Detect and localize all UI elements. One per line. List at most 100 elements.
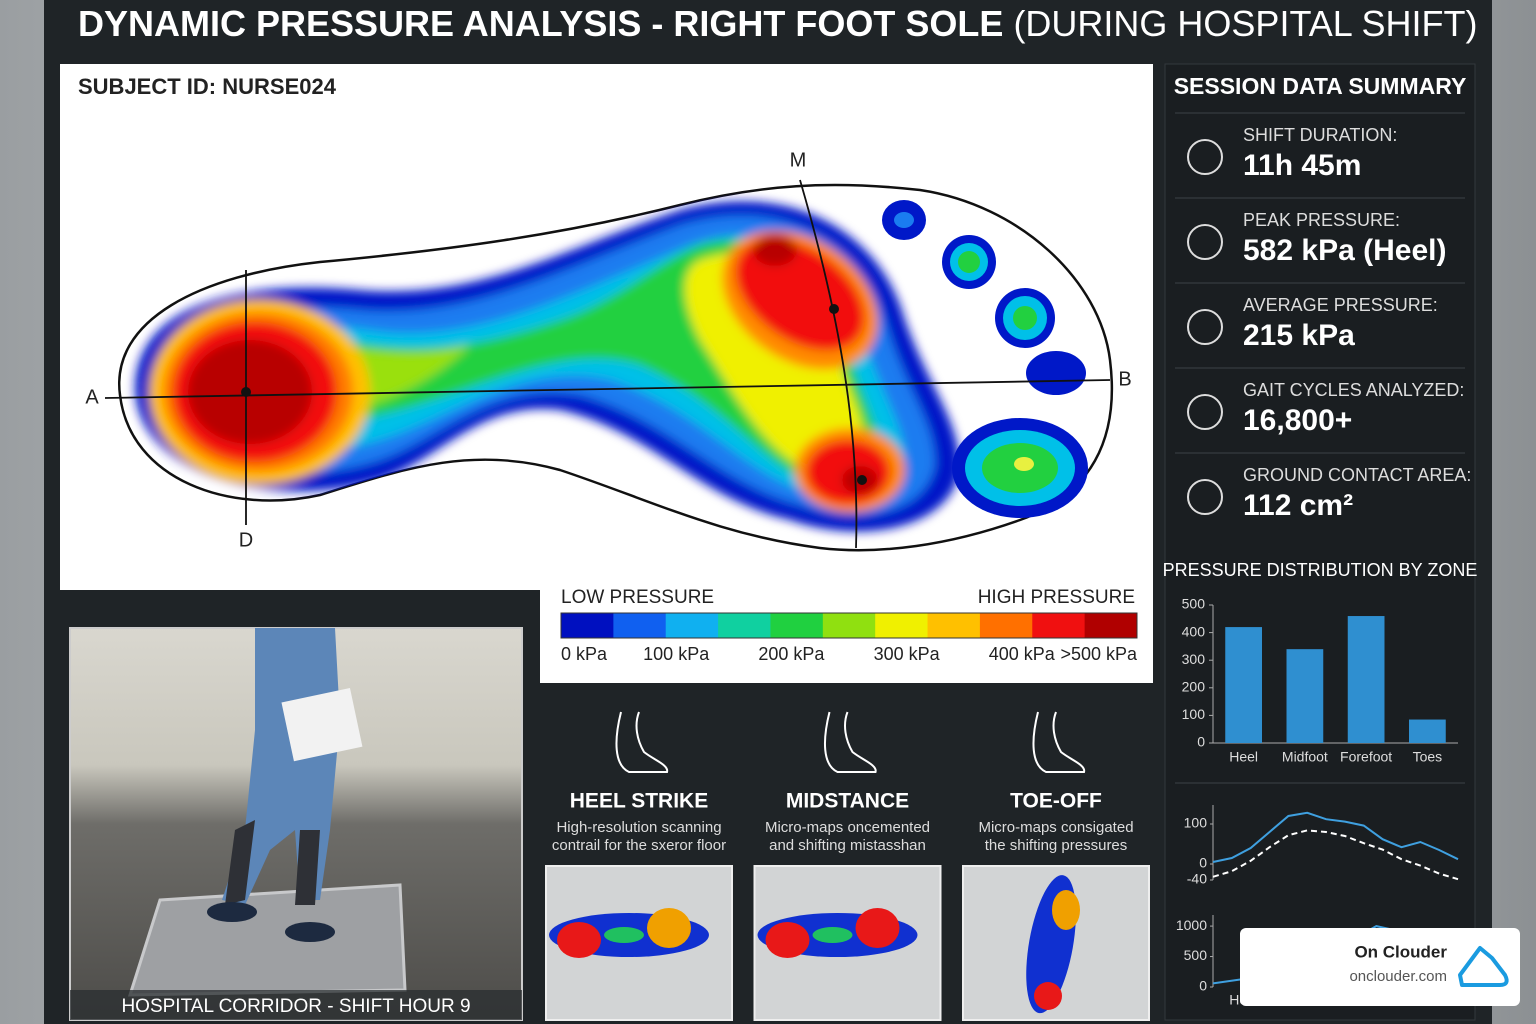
x-tick-label: Forefoot <box>1340 749 1392 765</box>
legend-tick: >500 kPa <box>1060 644 1138 664</box>
axis-label: B <box>1118 368 1131 390</box>
decor-ellipse <box>894 212 914 228</box>
bar <box>1409 719 1446 743</box>
x-tick-label: Toes <box>1413 749 1443 765</box>
phases: HEEL STRIKE High-resolution scanningcontr… <box>545 711 1150 1021</box>
decor-ellipse <box>753 234 797 266</box>
summary-item: GROUND CONTACT AREA: 112 cm² <box>1175 452 1471 522</box>
photo-caption: HOSPITAL CORRIDOR - SHIFT HOUR 9 <box>121 996 470 1017</box>
thumb-blob <box>557 922 601 958</box>
colorbar-step <box>770 613 824 638</box>
item-value: 215 kPa <box>1243 319 1355 352</box>
phase-text: the shifting pressures <box>985 837 1128 854</box>
legend-tick: 100 kPa <box>643 644 710 664</box>
title-sub: (DURING HOSPITAL SHIFT) <box>1013 3 1477 44</box>
decor-rect <box>1240 928 1520 1006</box>
colorbar-frame <box>560 612 1138 639</box>
legend-tick: 0 kPa <box>561 644 608 664</box>
bar <box>1347 616 1385 743</box>
item-value: 112 cm² <box>1243 489 1353 522</box>
y-tick-label: 500 <box>1184 947 1208 963</box>
item-icon <box>1187 224 1223 260</box>
phase-title: HEEL STRIKE <box>570 790 708 813</box>
item-label: SHIFT DURATION: <box>1243 125 1397 145</box>
legend-tick: 300 kPa <box>874 644 941 664</box>
y-tick-label: 100 <box>1184 815 1208 831</box>
legend-high: HIGH PRESSURE <box>978 587 1135 608</box>
phase-icon <box>824 711 877 773</box>
thumb-blob <box>604 927 644 943</box>
bar <box>1225 627 1262 743</box>
colorbar-step <box>718 613 771 638</box>
y-tick-label: 500 <box>1182 596 1206 612</box>
colorbar-step <box>561 613 614 638</box>
item-value: 11h 45m <box>1243 149 1361 182</box>
decor-circle <box>241 387 251 397</box>
chart-title: PRESSURE DISTRIBUTION BY ZONE <box>1163 560 1478 580</box>
thumb-blob <box>1034 982 1062 1010</box>
decor-ellipse <box>735 239 865 351</box>
legend-tick: 400 kPa <box>989 644 1056 664</box>
decor-ellipse <box>1014 457 1034 471</box>
decor-circle <box>857 475 867 485</box>
watermark: On Clouder onclouder.com <box>1240 928 1520 1006</box>
decor-ellipse <box>207 902 257 922</box>
colorbar-step <box>927 613 981 638</box>
thumb-blob <box>647 908 691 948</box>
colorbar-step <box>979 613 1033 638</box>
legend: LOW PRESSURE HIGH PRESSURE 0 kPa 100 kPa 2… <box>540 580 1153 683</box>
thumb-blob <box>855 908 900 948</box>
legend-ticks: 0 kPa 100 kPa 200 kPa 300 kPa 400 kPa >500 kP… <box>561 644 1138 664</box>
decor-circle <box>829 304 839 314</box>
phase-text: Micro-maps consigated <box>978 819 1133 836</box>
summary-item: GAIT CYCLES ANALYZED: 16,800+ <box>1175 367 1465 437</box>
axis-label: M <box>790 149 807 171</box>
item-icon <box>1187 309 1223 345</box>
phase: HEEL STRIKE High-resolution scanningcontr… <box>545 711 733 1021</box>
phase-text: Micro-maps oncemented <box>765 819 930 836</box>
summary-item: AVERAGE PRESSURE: 215 kPa <box>1175 282 1465 352</box>
colorbar-step <box>822 613 876 638</box>
summary-title: SESSION DATA SUMMARY <box>1174 73 1467 99</box>
item-icon <box>1187 479 1223 515</box>
colorbar <box>560 612 1138 639</box>
phase-text: and shifting mistasshan <box>769 837 926 854</box>
item-value: 16,800+ <box>1243 404 1352 437</box>
title: DYNAMIC PRESSURE ANALYSIS - RIGHT FOOT S… <box>78 3 1477 44</box>
decor-g <box>135 201 960 532</box>
summary-item: PEAK PRESSURE: 582 kPa (Heel) <box>1175 197 1465 267</box>
decor-path <box>1458 946 1509 987</box>
item-label: PEAK PRESSURE: <box>1243 210 1400 230</box>
summary-panel: SESSION DATA SUMMARY SHIFT DURATION: 11h … <box>1163 63 1478 1021</box>
y-tick-label: 0 <box>1197 734 1205 750</box>
y-tick-label: 200 <box>1182 679 1206 695</box>
decor-path <box>799 179 858 549</box>
colorbar-step <box>665 613 719 638</box>
phase-text: High-resolution scanning <box>556 819 721 836</box>
decor-g: SHIFT DURATION: 11h 45m PEAK PRESSURE: 582 … <box>1175 112 1471 522</box>
y-tick-label: 300 <box>1182 651 1206 667</box>
colorbar-step <box>613 613 667 638</box>
title-main: DYNAMIC PRESSURE ANALYSIS - RIGHT FOOT S… <box>78 3 1003 44</box>
decor-circle <box>1013 306 1037 330</box>
thumb-blob <box>765 922 810 958</box>
decor-rect <box>1164 63 1476 1021</box>
axes <box>104 179 1111 549</box>
heatmap-panel: SUBJECT ID: NURSE024 <box>60 64 1153 590</box>
axis-label: D <box>239 529 253 551</box>
decor-ellipse <box>1026 351 1086 395</box>
y-tick-label: 100 <box>1182 706 1206 722</box>
item-icon <box>1187 139 1223 175</box>
decor-rect <box>70 990 522 1020</box>
axis-label: A <box>85 386 99 408</box>
x-tick-label: Heel <box>1229 749 1258 765</box>
bar <box>1286 649 1324 743</box>
decor-ellipse <box>285 922 335 942</box>
item-label: GROUND CONTACT AREA: <box>1243 465 1471 485</box>
y-tick-label: 400 <box>1182 623 1206 639</box>
watermark-name: On Clouder <box>1354 942 1447 961</box>
toes <box>882 200 1088 518</box>
phase-text: contrail for the sxeror floor <box>552 837 726 854</box>
item-icon <box>1187 394 1223 430</box>
